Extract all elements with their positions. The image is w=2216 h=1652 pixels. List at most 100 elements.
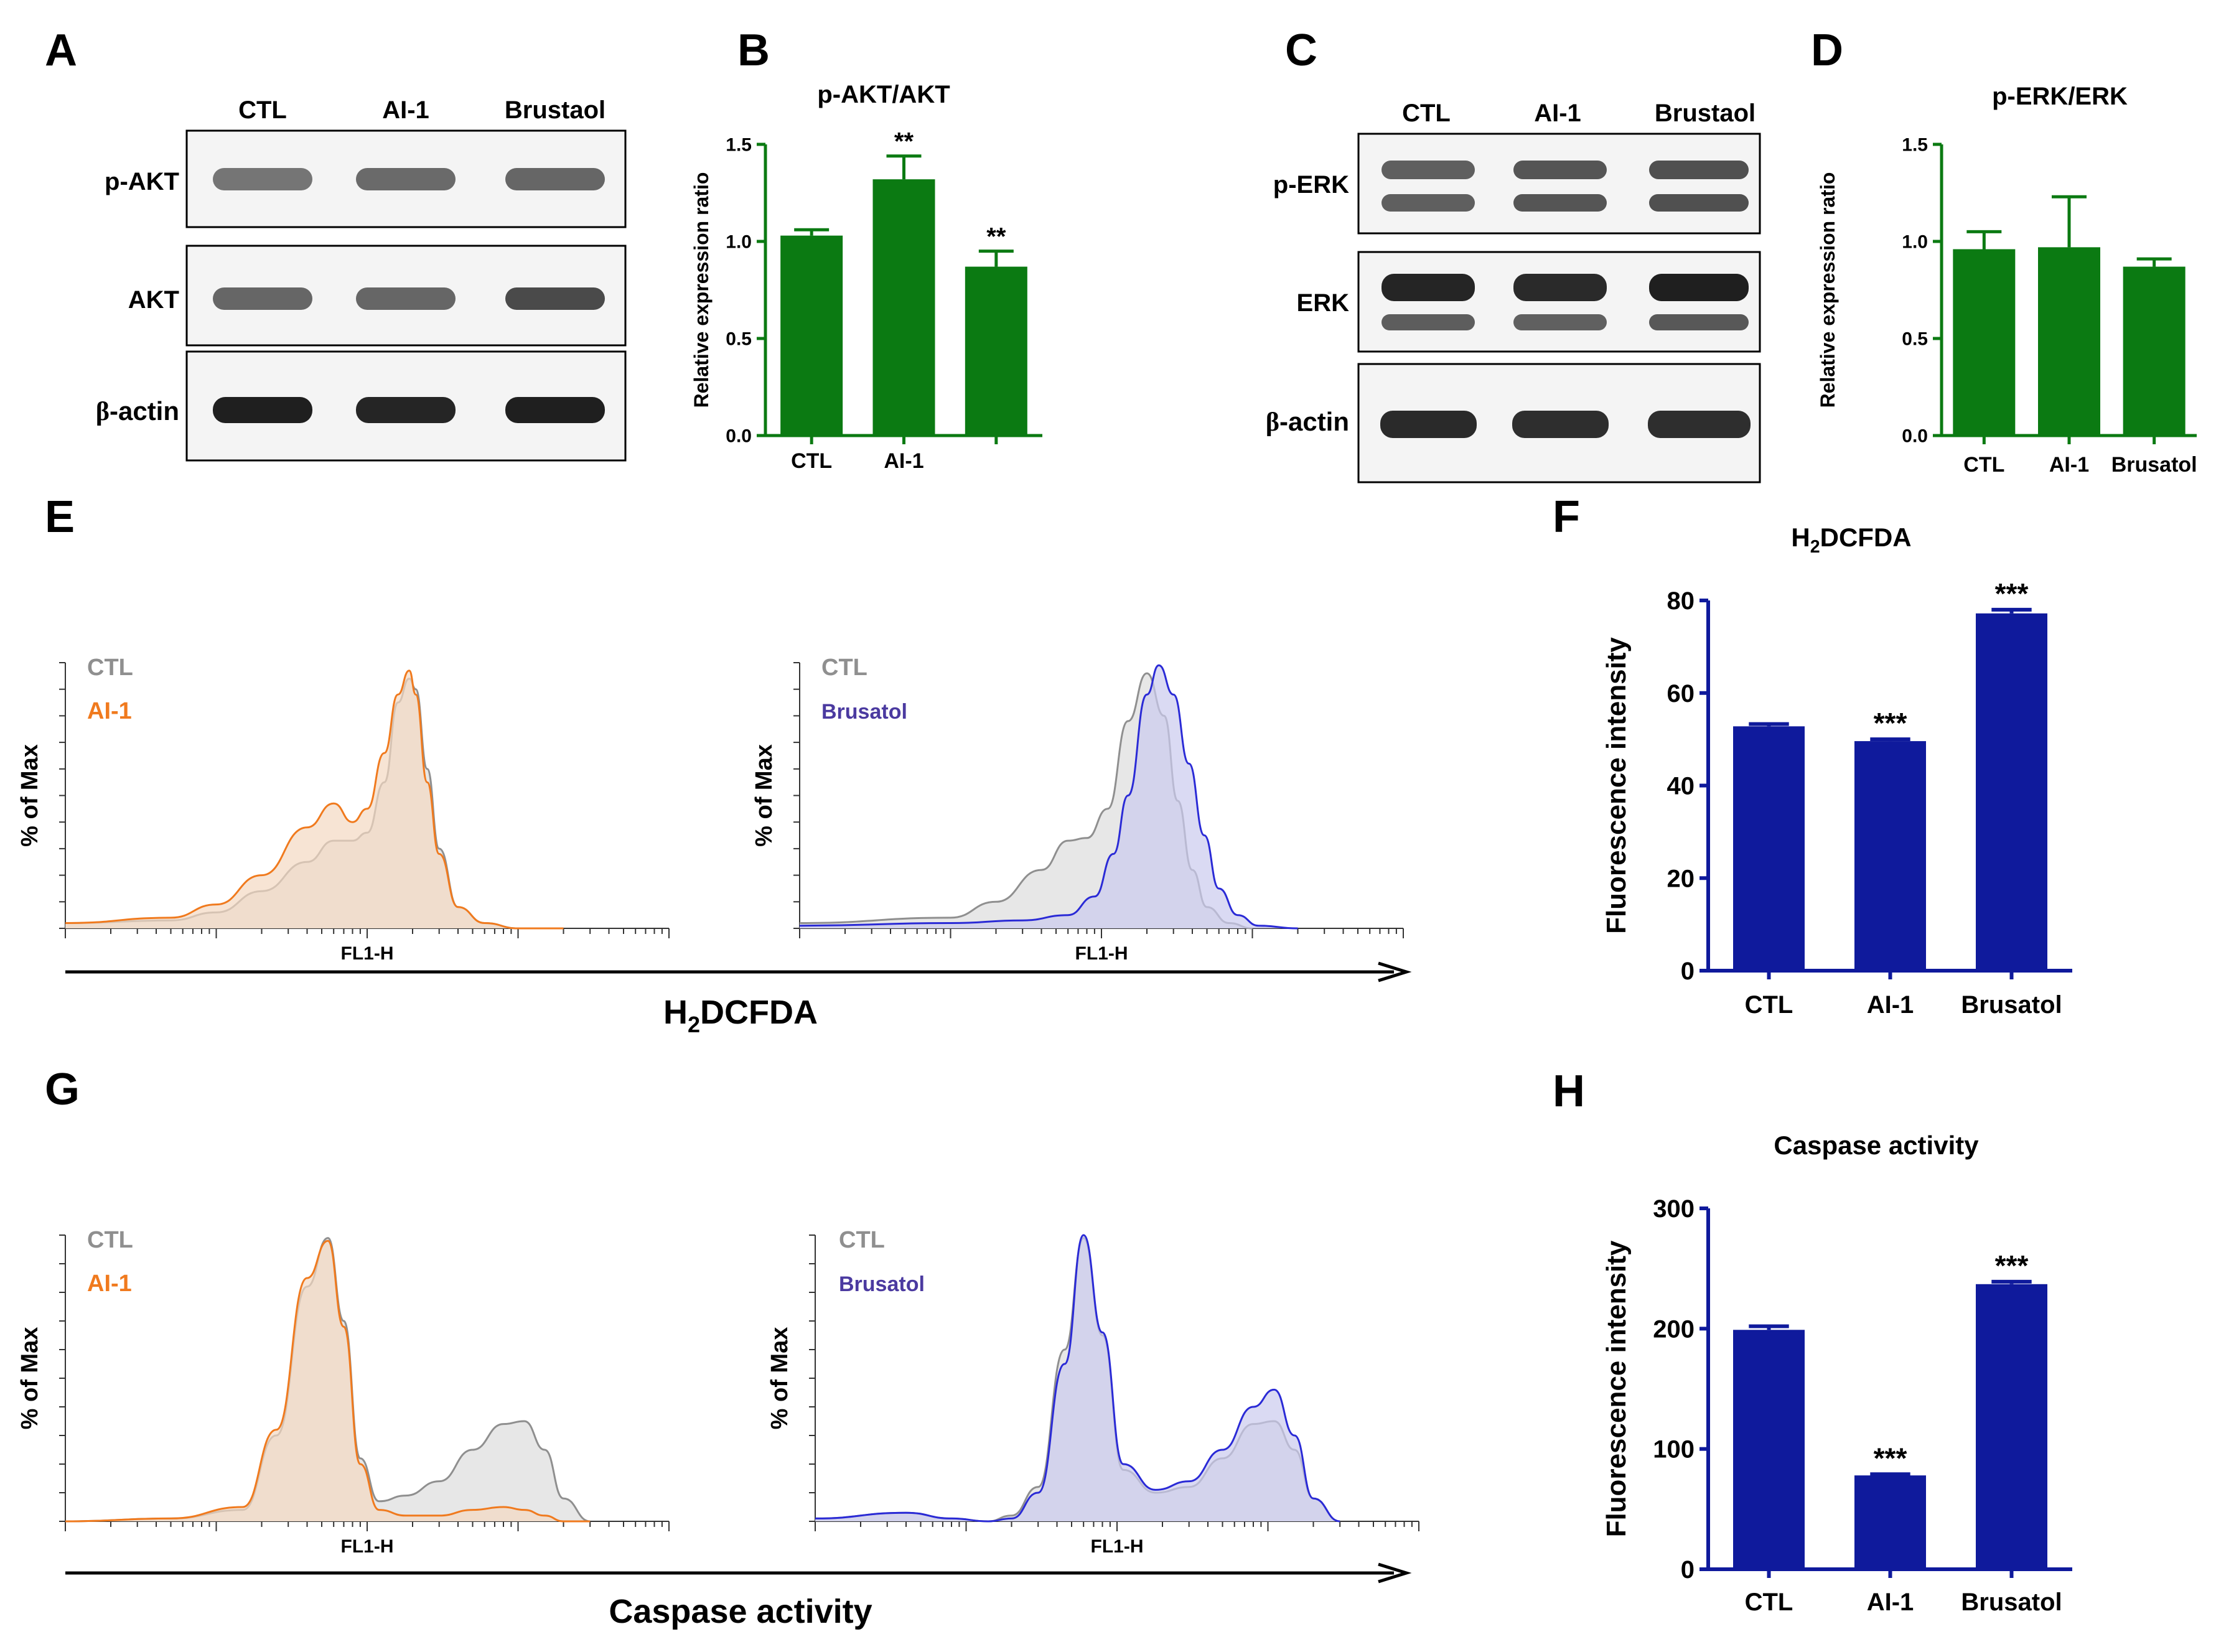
chart-b-significance: ** <box>986 223 1006 251</box>
e-axis-arrow-head <box>1378 961 1412 982</box>
hist-e-right-y-label: % of Max <box>751 744 777 847</box>
panel-letter-b: B <box>737 26 770 75</box>
blot-c-membrane-0 <box>1357 133 1761 235</box>
histogram-e-left: % of Max FL1-H CTL AI-1 <box>17 655 670 964</box>
panel-letter-e: E <box>45 492 75 542</box>
chart-f-y-tick-label: 0 <box>1681 958 1695 985</box>
chart-f-title-sub: 2 <box>1810 537 1820 557</box>
blot-c-lane-label-0: CTL <box>1402 100 1451 127</box>
chart-d-bar <box>2123 266 2186 436</box>
hist-g-right-treatment-area <box>815 1235 1340 1521</box>
blot-c-row-label-0: p-ERK <box>1273 171 1349 198</box>
chart-f-significance: *** <box>1995 577 2029 610</box>
panel-e: E % of Max FL1-H CTL AI-1 % of Max FL1-H CTL B… <box>17 492 1412 1037</box>
chart-b-y-tick-label: 1.0 <box>726 232 752 253</box>
chart-f-x-tick-label: AI-1 <box>1867 991 1914 1019</box>
panel-f: F H2DCFDA 0 20 40 60 80 Fluorescence intensity… <box>1553 492 2072 1019</box>
blot-a-lane-label-1: AI-1 <box>382 96 429 124</box>
chart-d-x-tick-label: CTL <box>1963 453 2004 477</box>
chart-b-bar <box>965 266 1027 436</box>
chart-f-bar <box>1733 726 1805 971</box>
chart-b-x-tick-label: AI-1 <box>884 449 923 473</box>
blot-c-band-0-1b <box>1513 194 1607 212</box>
chart-b-y-tick-label: 0.0 <box>726 426 752 447</box>
chart-h: Caspase activity 0 100 200 300 Fluorescence i… <box>1601 1131 2072 1616</box>
chart-h-significance: *** <box>1874 1442 1907 1474</box>
chart-b: p-AKT/AKT 0.0 0.5 1.0 1.5 Relative expression… <box>690 81 1042 473</box>
blot-a-band-1-0 <box>213 287 312 310</box>
hist-e-left-x-label: FL1-H <box>341 943 394 964</box>
chart-d-y-tick-label: 0.0 <box>1902 426 1928 447</box>
histogram-g-right: % of Max FL1-H CTL Brusatol <box>767 1227 1419 1557</box>
blot-a-row-label-2: β-actin <box>96 396 179 426</box>
blot-c-membrane-1 <box>1357 251 1761 353</box>
blot-a-row-label-1: AKT <box>128 286 179 314</box>
blot-c-band-0-1a <box>1513 161 1607 179</box>
panel-letter-h: H <box>1553 1066 1585 1116</box>
chart-f-x-tick-label: CTL <box>1745 991 1793 1019</box>
panel-d: D p-ERK/ERK 0.0 0.5 1.0 1.5 Relative expressi… <box>1811 26 2197 477</box>
hist-e-right-treatment-area <box>800 665 1298 928</box>
chart-f-bar <box>1976 613 2047 971</box>
blot-c-band-0-2b <box>1649 194 1749 212</box>
chart-b-y-label: Relative expression ratio <box>690 172 713 408</box>
g-axis-arrow-head <box>1378 1562 1412 1584</box>
blot-c-lane-label-1: AI-1 <box>1534 100 1581 127</box>
panel-c: C CTL AI-1 Brustaol p-ERK ERK β-actin <box>1266 26 1761 483</box>
blot-c-band-2-1 <box>1512 411 1609 438</box>
histogram-e-right: % of Max FL1-H CTL Brusatol <box>751 655 1404 964</box>
blot-a-lane-label-2: Brustaol <box>505 96 605 124</box>
hist-g-left-treatment-area <box>65 1241 591 1521</box>
blot-a-band-1-1 <box>356 287 456 310</box>
blot-c-band-1-1b <box>1513 314 1607 330</box>
hist-g-right-treatment-line <box>815 1234 1340 1523</box>
hist-g-right-y-label: % of Max <box>767 1327 793 1430</box>
histogram-g-left: % of Max FL1-H CTL AI-1 <box>17 1227 670 1557</box>
blot-c-band-1-0b <box>1381 314 1475 330</box>
chart-d-y-tick-label: 0.5 <box>1902 329 1928 350</box>
g-axis-title: Caspase activity <box>609 1593 872 1630</box>
panel-letter-f: F <box>1553 492 1580 542</box>
chart-b-significance: ** <box>894 128 914 156</box>
chart-h-y-tick-label: 0 <box>1681 1556 1695 1584</box>
chart-d-bar <box>2038 247 2100 436</box>
chart-f-x-tick-label: Brusatol <box>1961 991 2062 1019</box>
blot-c-band-0-2a <box>1649 161 1749 179</box>
hist-e-left-treatment-line <box>65 670 564 930</box>
chart-f-y-tick-label: 60 <box>1667 680 1695 707</box>
panel-b: B p-AKT/AKT 0.0 0.5 1.0 1.5 Relative expressi… <box>690 26 1042 473</box>
blot-c-band-1-2a <box>1649 274 1749 301</box>
panel-g: G % of Max FL1-H CTL AI-1 % of Max FL1-H CTL B… <box>17 1065 1419 1630</box>
hist-g-right-legend-treatment: Brusatol <box>839 1272 925 1296</box>
hist-g-left-y-label: % of Max <box>17 1327 43 1430</box>
chart-h-y-label: Fluorescence intensity <box>1601 1240 1632 1537</box>
blot-a-band-1-2 <box>505 287 605 310</box>
blot-c-band-1-1a <box>1513 274 1607 301</box>
chart-h-x-tick-label: AI-1 <box>1867 1589 1914 1616</box>
chart-d-title: p-ERK/ERK <box>1992 83 2128 110</box>
hist-e-left-treatment-area <box>65 670 564 928</box>
chart-f: H2DCFDA 0 20 40 60 80 Fluorescence intensity CT… <box>1601 523 2072 1019</box>
chart-h-bar <box>1854 1475 1926 1569</box>
panel-a: A CTL AI-1 Brustaol p-AKT AKT β-actin <box>45 26 627 462</box>
hist-g-left-legend-ctl: CTL <box>87 1227 133 1253</box>
chart-d: p-ERK/ERK 0.0 0.5 1.0 1.5 Relative expression… <box>1816 83 2197 477</box>
chart-d-y-label: Relative expression ratio <box>1816 172 1839 408</box>
chart-f-y-label: Fluorescence intensity <box>1601 637 1632 934</box>
chart-f-significance: *** <box>1874 707 1907 739</box>
hist-e-right-legend-ctl: CTL <box>821 655 867 681</box>
chart-f-title-rest: DCFDA <box>1820 523 1912 552</box>
chart-h-bar <box>1976 1284 2047 1569</box>
blot-a-lane-label-0: CTL <box>238 96 287 124</box>
chart-d-x-tick-label: Brusatol <box>2111 453 2197 477</box>
blot-c-band-0-0b <box>1381 194 1475 212</box>
chart-b-bar <box>872 179 935 436</box>
chart-d-x-tick-label: AI-1 <box>2049 453 2089 477</box>
blot-c-lane-label-2: Brustaol <box>1655 100 1756 127</box>
blot-a-band-2-2 <box>505 397 605 423</box>
blot-a-row-label-0: p-AKT <box>105 168 179 195</box>
chart-h-significance: *** <box>1995 1249 2029 1282</box>
blot-c-row-label-2: β-actin <box>1266 407 1349 437</box>
chart-b-y-tick-label: 0.5 <box>726 329 752 350</box>
